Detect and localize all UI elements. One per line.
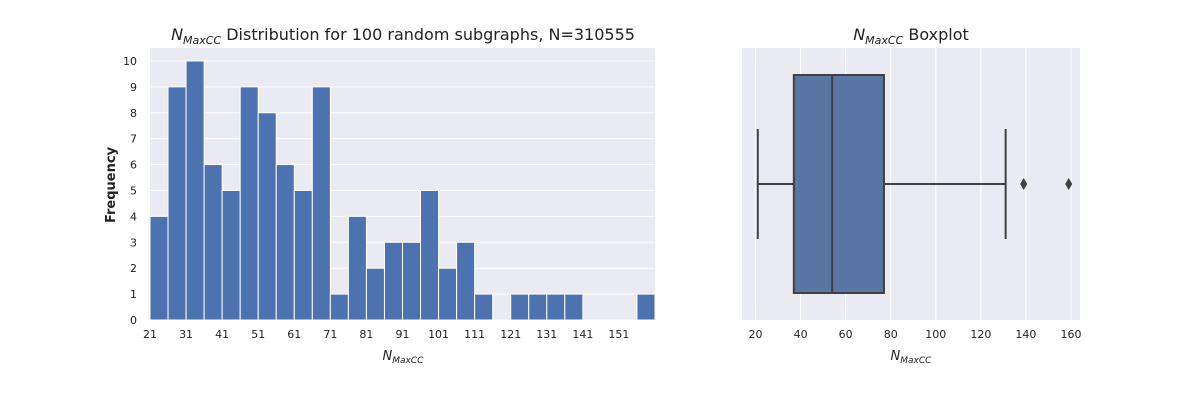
histogram-bar (257, 112, 277, 321)
histogram-bar (221, 189, 241, 321)
histogram-bar (438, 267, 458, 321)
histogram-bar (185, 60, 205, 321)
boxplot-outlier-point (1020, 178, 1028, 190)
histogram-y-tick-label: 10 (123, 55, 137, 68)
boxplot-x-tick-label: 40 (794, 328, 808, 341)
histogram-x-tick-label: 101 (428, 328, 449, 341)
histogram-x-tick-label: 91 (396, 328, 410, 341)
boxplot-x-axis-label: NMaxCC (891, 349, 933, 366)
histogram-y-tick-label: 0 (130, 314, 137, 327)
histogram-y-axis-label: Frequency (104, 146, 119, 223)
histogram-x-axis-label: NMaxCC (383, 349, 425, 366)
histogram-y-tick-label: 2 (130, 262, 137, 275)
histogram-bar (365, 267, 385, 321)
histogram-bar (383, 241, 404, 321)
histogram-x-tick-label: 81 (359, 328, 373, 341)
boxplot-marks (756, 74, 1073, 294)
boxplot-x-tick-label: 80 (884, 328, 898, 341)
histogram-bar (420, 189, 440, 321)
boxplot-x-tick-label: 160 (1060, 328, 1081, 341)
histogram-bar (167, 86, 187, 321)
boxplot-x-ticks: 20 40 60 80 100 120 140 160 (749, 328, 1082, 341)
histogram-bar (564, 293, 584, 321)
histogram-bar (329, 293, 349, 321)
histogram-bar (528, 293, 548, 321)
histogram-bar (510, 293, 530, 321)
histogram-x-tick-label: 61 (287, 328, 301, 341)
histogram-x-tick-label: 131 (536, 328, 557, 341)
histogram-y-tick-label: 5 (130, 184, 137, 197)
histogram-x-tick-label: 41 (215, 328, 229, 341)
boxplot-box (792, 74, 885, 294)
histogram-bar (275, 164, 295, 321)
histogram-y-tick-label: 1 (130, 288, 137, 301)
boxplot-x-tick-label: 100 (925, 328, 946, 341)
histogram-bars (149, 60, 656, 321)
histogram-y-tick-label: 4 (130, 210, 137, 223)
histogram-x-tick-label: 141 (572, 328, 593, 341)
histogram-bar (546, 293, 566, 321)
histogram-bar (402, 241, 422, 321)
histogram-bar (239, 86, 259, 321)
histogram-x-tick-label: 31 (179, 328, 193, 341)
histogram-panel: 0 1 2 3 4 5 6 7 8 9 10 21 31 41 51 61 71 81 91 101 111 121 13… (104, 25, 656, 366)
histogram-bar (293, 189, 313, 321)
histogram-bar (636, 293, 656, 321)
histogram-title: NMaxCC Distribution for 100 random subgr… (171, 25, 635, 47)
histogram-y-tick-label: 9 (130, 81, 137, 94)
histogram-bar (347, 215, 367, 321)
boxplot-x-tick-label: 60 (839, 328, 853, 341)
boxplot-x-tick-label: 20 (749, 328, 763, 341)
boxplot-x-tick-label: 140 (1015, 328, 1036, 341)
histogram-y-ticks: 0 1 2 3 4 5 6 7 8 9 10 (123, 55, 137, 327)
boxplot-title: NMaxCC Boxplot (853, 25, 969, 47)
histogram-x-tick-label: 121 (500, 328, 521, 341)
histogram-x-tick-label: 21 (143, 328, 157, 341)
histogram-x-ticks: 21 31 41 51 61 71 81 91 101 111 121 131 141 151 (143, 328, 629, 341)
boxplot-x-tick-label: 120 (970, 328, 991, 341)
histogram-bar (474, 293, 494, 321)
histogram-y-tick-label: 7 (130, 133, 137, 146)
boxplot-panel: 20 40 60 80 100 120 140 160 NMaxCC Boxplot NMax… (742, 25, 1081, 366)
histogram-x-tick-label: 71 (323, 328, 337, 341)
histogram-y-tick-label: 8 (130, 107, 137, 120)
histogram-x-tick-label: 51 (251, 328, 265, 341)
boxplot-outlier-point (1065, 178, 1073, 190)
histogram-bar (203, 164, 223, 321)
histogram-bar (456, 241, 476, 321)
histogram-y-tick-label: 6 (130, 159, 137, 172)
histogram-bar (149, 215, 169, 321)
histogram-y-tick-label: 3 (130, 236, 137, 249)
histogram-x-tick-label: 151 (608, 328, 629, 341)
histogram-x-tick-label: 111 (464, 328, 485, 341)
histogram-bar (311, 86, 331, 321)
